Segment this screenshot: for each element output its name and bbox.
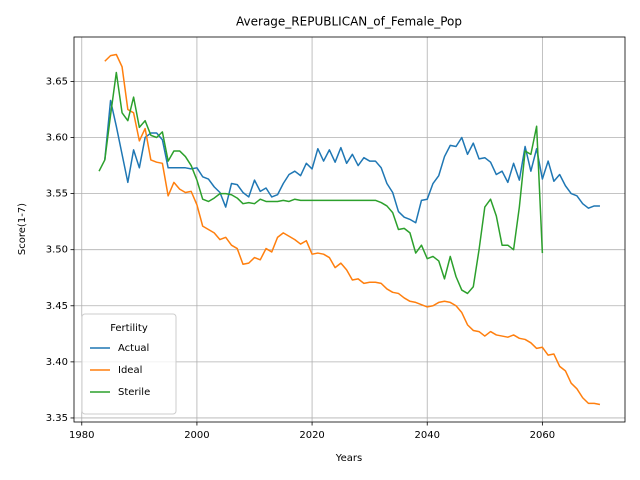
x-axis-label: Years xyxy=(335,453,362,464)
legend-box xyxy=(81,313,177,415)
legend-label: Actual xyxy=(118,343,149,354)
y-tick-label: 3.65 xyxy=(46,76,68,87)
y-axis-label: Score(1-7) xyxy=(17,203,28,255)
line-series xyxy=(104,99,600,224)
x-tick-label: 2020 xyxy=(299,430,324,441)
y-tick-label: 3.55 xyxy=(46,189,68,200)
legend-title: Fertility xyxy=(110,323,148,334)
x-tick-label: 2040 xyxy=(415,430,440,441)
x-tick-label: 1980 xyxy=(69,430,94,441)
legend: Fertility Actual Ideal Sterile xyxy=(81,313,177,415)
legend-label: Ideal xyxy=(118,365,142,376)
plot-frame xyxy=(73,36,626,423)
line-series xyxy=(98,71,544,295)
y-tick-label: 3.50 xyxy=(46,245,68,256)
y-tick-label: 3.60 xyxy=(46,133,68,144)
x-tick-label: 2000 xyxy=(184,430,209,441)
y-tick-label: 3.35 xyxy=(46,413,68,424)
legend-label: Sterile xyxy=(118,387,150,398)
x-tick-label: 2060 xyxy=(530,430,555,441)
chart-title: Average_REPUBLICAN_of_Female_Pop xyxy=(236,15,462,29)
y-tick-label: 3.45 xyxy=(46,301,68,312)
y-tick-label: 3.40 xyxy=(46,357,68,368)
line-series xyxy=(104,53,601,406)
